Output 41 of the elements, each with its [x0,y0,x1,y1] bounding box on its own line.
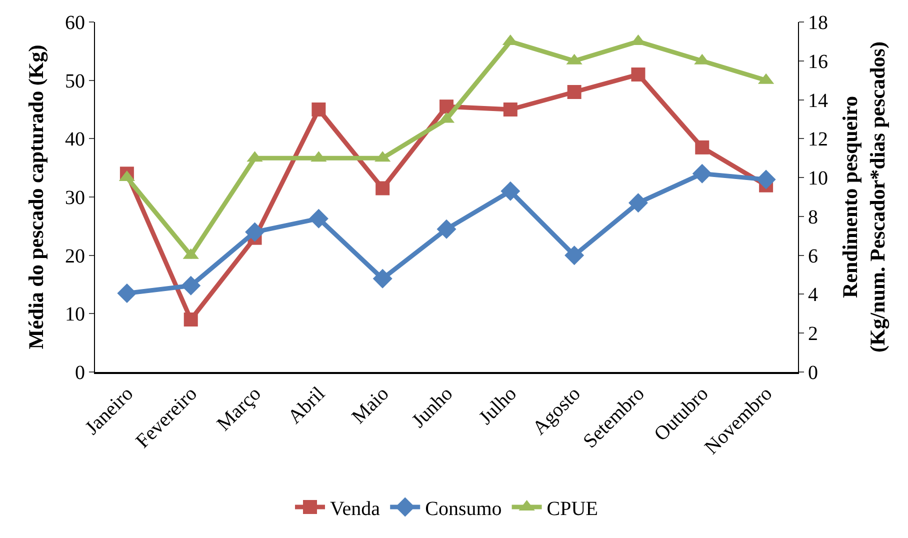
y2-tick-label: 4 [808,284,818,306]
y2-tick-label: 12 [808,128,828,151]
y-tick-label: 30 [65,187,85,209]
point [503,102,518,116]
point [695,140,710,154]
y-tick-label: 50 [65,70,85,92]
point [436,219,456,239]
point [500,181,520,201]
y2-tick-label: 6 [808,245,818,268]
point [308,208,328,228]
point [117,284,137,303]
y-tick-label: 40 [65,128,85,151]
y2-tick-label: 8 [808,206,818,228]
point [245,222,265,242]
y2-tick-label: 10 [808,168,828,190]
y-tick-label: 60 [65,12,85,34]
legend-label: Venda [330,498,380,520]
y2-tick-label: 14 [808,90,828,112]
point [692,164,712,184]
point [184,312,198,326]
y-tick-label: 10 [65,304,85,326]
y-tick-label: 0 [75,362,85,384]
point [372,268,392,288]
y-axis-title: Média do pescado capturado (Kg) [24,44,48,350]
point [628,193,648,213]
point [312,102,326,116]
point [376,181,390,196]
y-tick-label: 20 [65,245,85,268]
point [567,85,582,99]
point [564,246,584,266]
point [756,170,776,190]
legend-label: Consumo [425,498,502,520]
legend-label: CPUE [546,498,598,520]
y2-tick-label: 2 [808,323,818,346]
point [440,100,454,114]
y2-tick-label: 18 [808,12,828,34]
y2-tick-label: 16 [808,50,828,73]
point [181,276,201,296]
y2-axis-title: Rendimento pesqueiro (Kg/num. Pescador*dias pescados) [838,42,890,352]
point [631,68,646,82]
y2-tick-label: 0 [808,362,818,384]
